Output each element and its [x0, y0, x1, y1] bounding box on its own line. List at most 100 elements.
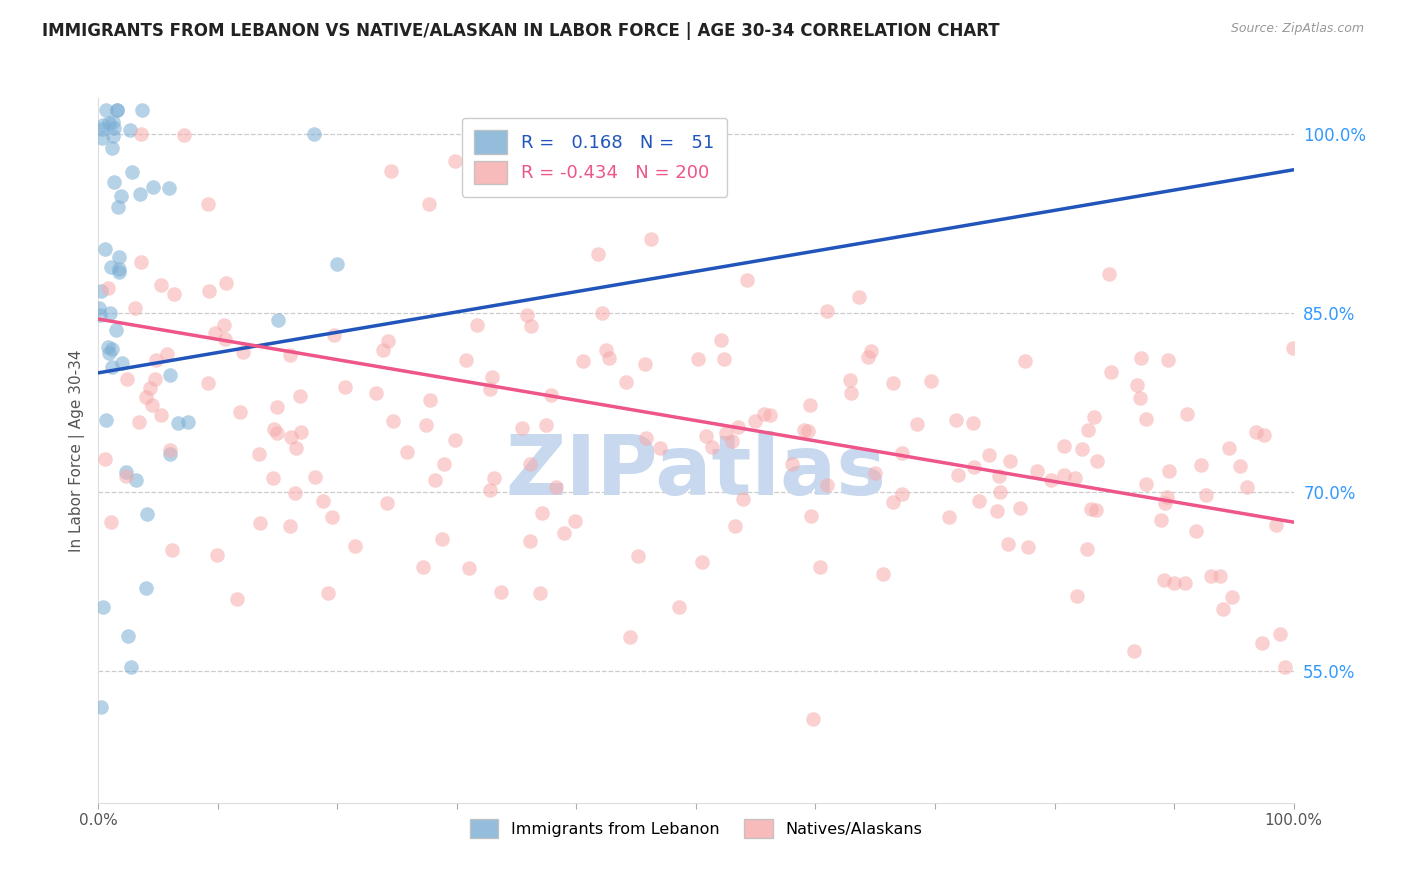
Point — [808, 560, 831, 574]
Point — [150, 277, 173, 292]
Point — [544, 480, 567, 494]
Point — [125, 473, 148, 487]
Point — [727, 419, 749, 434]
Point — [882, 376, 904, 391]
Point — [1212, 602, 1234, 616]
Point — [167, 416, 190, 430]
Point — [1000, 454, 1022, 468]
Point — [481, 370, 503, 384]
Point — [249, 516, 271, 531]
Point — [159, 447, 181, 461]
Point — [529, 586, 551, 600]
Point — [986, 504, 1008, 518]
Point — [333, 380, 356, 394]
Point — [97, 340, 120, 354]
Point — [456, 353, 478, 368]
Point — [105, 103, 128, 117]
Point — [735, 272, 758, 286]
Point — [640, 232, 662, 246]
Point — [534, 417, 557, 432]
Point — [101, 128, 124, 143]
Point — [225, 591, 247, 606]
Point — [205, 548, 228, 562]
Point — [636, 431, 658, 445]
Point — [312, 493, 335, 508]
Point — [614, 375, 637, 389]
Legend: Immigrants from Lebanon, Natives/Alaskans: Immigrants from Lebanon, Natives/Alaskan… — [464, 813, 928, 844]
Point — [882, 495, 904, 509]
Point — [977, 448, 1000, 462]
Point — [839, 386, 862, 401]
Point — [377, 334, 399, 348]
Point — [91, 130, 114, 145]
Point — [371, 343, 394, 358]
Point — [101, 141, 124, 155]
Point — [1076, 542, 1098, 557]
Point — [142, 179, 165, 194]
Point — [1150, 513, 1173, 527]
Point — [969, 494, 991, 508]
Point — [938, 510, 960, 524]
Point — [1085, 454, 1108, 468]
Point — [945, 412, 967, 426]
Point — [859, 343, 882, 358]
Point — [232, 345, 254, 359]
Point — [215, 276, 238, 290]
Point — [124, 301, 146, 316]
Point — [94, 103, 117, 117]
Point — [396, 445, 419, 459]
Point — [626, 549, 648, 563]
Point — [1195, 488, 1218, 502]
Point — [1218, 441, 1240, 455]
Point — [129, 127, 152, 141]
Point — [1126, 378, 1149, 392]
Point — [204, 326, 226, 340]
Point — [1129, 391, 1152, 405]
Point — [105, 323, 128, 337]
Point — [412, 560, 434, 574]
Point — [1156, 490, 1178, 504]
Point — [120, 122, 142, 136]
Point — [744, 414, 766, 428]
Point — [782, 457, 804, 471]
Point — [262, 471, 284, 485]
Point — [571, 354, 593, 368]
Point — [101, 342, 124, 356]
Point — [101, 360, 124, 375]
Point — [797, 425, 820, 439]
Point — [564, 514, 586, 528]
Point — [1026, 464, 1049, 478]
Point — [1199, 569, 1222, 583]
Point — [100, 260, 122, 275]
Point — [848, 290, 870, 304]
Point — [197, 197, 219, 211]
Point — [229, 404, 252, 418]
Point — [1268, 626, 1291, 640]
Point — [713, 352, 735, 367]
Point — [143, 372, 166, 386]
Point — [108, 261, 131, 276]
Point — [278, 348, 301, 362]
Point — [815, 304, 838, 318]
Point — [586, 247, 609, 261]
Point — [553, 525, 575, 540]
Point — [131, 103, 153, 117]
Point — [430, 533, 453, 547]
Point — [94, 242, 117, 256]
Point — [163, 286, 186, 301]
Point — [128, 186, 150, 201]
Point — [98, 306, 121, 320]
Point — [530, 506, 553, 520]
Point — [1130, 351, 1153, 365]
Point — [1066, 589, 1088, 603]
Point — [1083, 410, 1105, 425]
Point — [800, 509, 823, 524]
Point — [1174, 575, 1197, 590]
Point — [1189, 458, 1212, 472]
Point — [288, 389, 311, 403]
Point — [290, 425, 312, 440]
Point — [872, 567, 894, 582]
Point — [1084, 502, 1107, 516]
Point — [856, 350, 879, 364]
Point — [1071, 442, 1094, 456]
